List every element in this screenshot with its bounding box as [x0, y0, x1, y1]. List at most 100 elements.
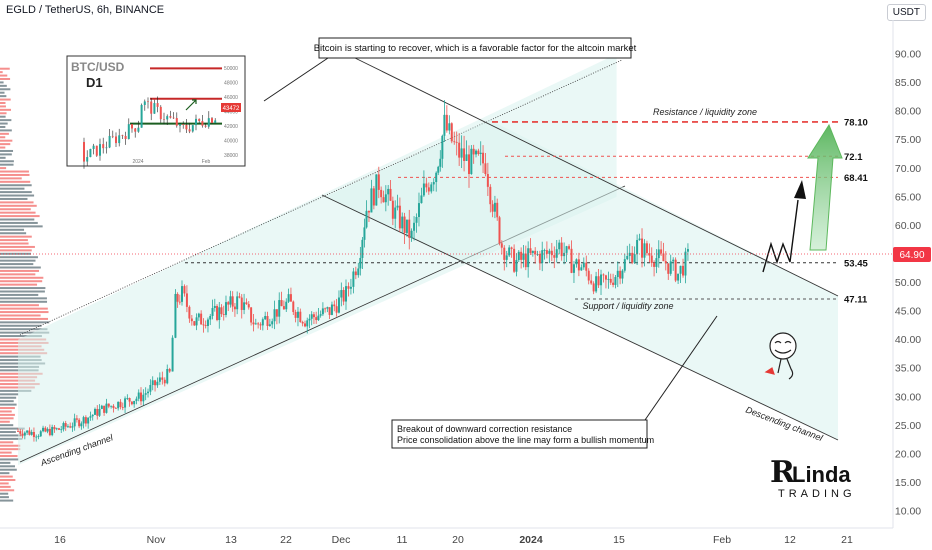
volume-profile-bar [0, 324, 42, 327]
volume-profile-bar [0, 228, 25, 231]
candle-body [563, 252, 566, 257]
candle-body [82, 417, 85, 424]
candle-body [410, 230, 413, 238]
volume-profile-bar [0, 225, 43, 228]
candle-body [119, 401, 122, 407]
candle-body [463, 148, 466, 161]
inset-candle-body [163, 119, 165, 120]
volume-profile-bar [0, 461, 11, 464]
inset-y-tick: 46000 [224, 95, 238, 101]
candle-body [213, 305, 216, 309]
candle-body [163, 379, 166, 384]
candle-body [363, 227, 366, 240]
volume-profile-bar [0, 321, 50, 324]
volume-profile-bar [0, 201, 34, 204]
candle-body [304, 323, 306, 327]
y-tick-label: 30.00 [895, 391, 921, 403]
candle-body [280, 300, 283, 307]
candle-body [522, 253, 525, 260]
candle-body [669, 261, 672, 274]
candle-body [493, 202, 496, 212]
inset-candle-body [169, 116, 172, 118]
candle-body [105, 403, 108, 413]
candle-body [80, 423, 83, 427]
y-tick-label: 65.00 [895, 191, 921, 203]
candle-body [477, 150, 480, 155]
candle-body [408, 219, 411, 238]
candle-body [475, 150, 478, 155]
candle-body [75, 418, 78, 420]
bullish-target-arrow [807, 123, 843, 251]
candle-body [161, 377, 164, 380]
candle-body [166, 369, 169, 384]
inset-candle-body [191, 125, 194, 132]
candle-body [296, 311, 299, 318]
candle-body [572, 264, 575, 273]
currency-button[interactable]: USDT [886, 4, 926, 21]
candle-body [491, 204, 494, 212]
candle-body [285, 301, 288, 310]
candle-body [66, 426, 69, 428]
candle-body [117, 401, 120, 409]
volume-profile-bar [0, 389, 32, 392]
candle-body [126, 398, 129, 399]
candle-body [443, 114, 446, 136]
volume-profile-bar [0, 156, 6, 159]
candle-body [114, 407, 117, 409]
candle-body [587, 270, 590, 281]
volume-profile-bar [0, 290, 45, 293]
candle-body [427, 187, 430, 192]
candle-body [32, 431, 35, 438]
candle-body [534, 250, 537, 255]
inset-candle-body [182, 124, 185, 125]
volume-profile-bar [0, 129, 12, 132]
candle-body [686, 249, 689, 252]
volume-profile-bar [0, 239, 28, 242]
candle-body [577, 259, 580, 271]
candle-body [144, 393, 147, 395]
candle-body [645, 243, 648, 254]
breakout-note-line2: Price consolidation above the line may f… [397, 435, 654, 445]
candle-body [384, 194, 387, 203]
inset-candle-body [153, 103, 156, 114]
candle-body [545, 250, 548, 254]
svg-text:R: R [770, 455, 796, 490]
candle-body [520, 251, 523, 260]
volume-profile-bar [0, 283, 38, 286]
candle-body [529, 248, 532, 253]
volume-profile-bar [0, 317, 48, 320]
candle-body [37, 436, 40, 438]
candle-body [326, 307, 329, 309]
volume-profile-bar [0, 451, 12, 454]
candle-body [287, 294, 290, 302]
candle-body [100, 405, 103, 409]
candle-body [342, 290, 345, 302]
candle-body [19, 431, 22, 434]
volume-profile-bar [0, 98, 11, 101]
candle-body [472, 148, 475, 155]
volume-profile-bar [0, 122, 8, 125]
inset-candle-body [102, 144, 105, 149]
candle-body [437, 166, 440, 173]
candle-body [631, 252, 634, 263]
candle-body [633, 254, 636, 263]
candle-body [405, 219, 408, 233]
candle-body [541, 250, 544, 264]
inset-candle-body [99, 144, 101, 156]
volume-profile-bar [0, 492, 9, 495]
candle-body [387, 188, 390, 195]
candle-body [382, 197, 385, 203]
inset-candle-body [140, 104, 143, 128]
volume-profile-bar [0, 211, 36, 214]
candle-body [48, 428, 51, 436]
volume-profile-bar [0, 81, 4, 84]
candle-body [614, 277, 617, 285]
price-level-label: 72.1 [844, 152, 863, 163]
candle-body [317, 315, 320, 321]
volume-profile-bar [0, 160, 14, 163]
candle-body [458, 142, 461, 158]
candle-body [500, 243, 503, 248]
btc-inset: 50000 48000 46000 44000 42000 40000 38000 2024 F… [66, 55, 246, 169]
candle-body [482, 152, 485, 164]
